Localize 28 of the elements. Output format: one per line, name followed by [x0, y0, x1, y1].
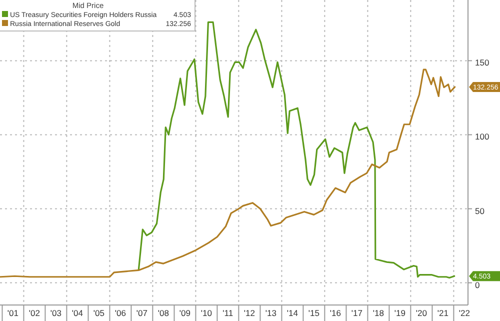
- y-tick-label: 50: [475, 206, 485, 216]
- y-tick-label: 150: [475, 58, 490, 68]
- x-tick-label: '16: [330, 308, 342, 318]
- line-series: [138, 21, 456, 279]
- x-tick-label: '17: [351, 308, 363, 318]
- x-tick-label: '22: [458, 308, 470, 318]
- x-tick-label: '12: [244, 308, 256, 318]
- x-tick-label: '04: [72, 308, 84, 318]
- x-tick-label: '09: [179, 308, 191, 318]
- x-tick-label: '02: [28, 308, 40, 318]
- x-tick-label: '06: [114, 308, 126, 318]
- x-tick-label: '03: [50, 308, 62, 318]
- x-tick-label: '07: [136, 308, 148, 318]
- x-tick-label: '10: [200, 308, 212, 318]
- line-series: [0, 68, 456, 278]
- x-tick-label: '18: [372, 308, 384, 318]
- x-tick-label: '01: [7, 308, 19, 318]
- x-tick-label: '20: [416, 308, 428, 318]
- y-tick-label: 100: [475, 132, 490, 142]
- x-tick-label: '15: [308, 308, 320, 318]
- x-tick-label: '05: [93, 308, 105, 318]
- y-tick-label: 0: [475, 280, 480, 290]
- x-tick-label: '08: [158, 308, 170, 318]
- x-tick-label: '19: [394, 308, 406, 318]
- x-tick-label: '11: [222, 308, 234, 318]
- x-tick-label: '14: [286, 308, 298, 318]
- x-tick-label: '13: [265, 308, 277, 318]
- x-tick-label: '21: [437, 308, 449, 318]
